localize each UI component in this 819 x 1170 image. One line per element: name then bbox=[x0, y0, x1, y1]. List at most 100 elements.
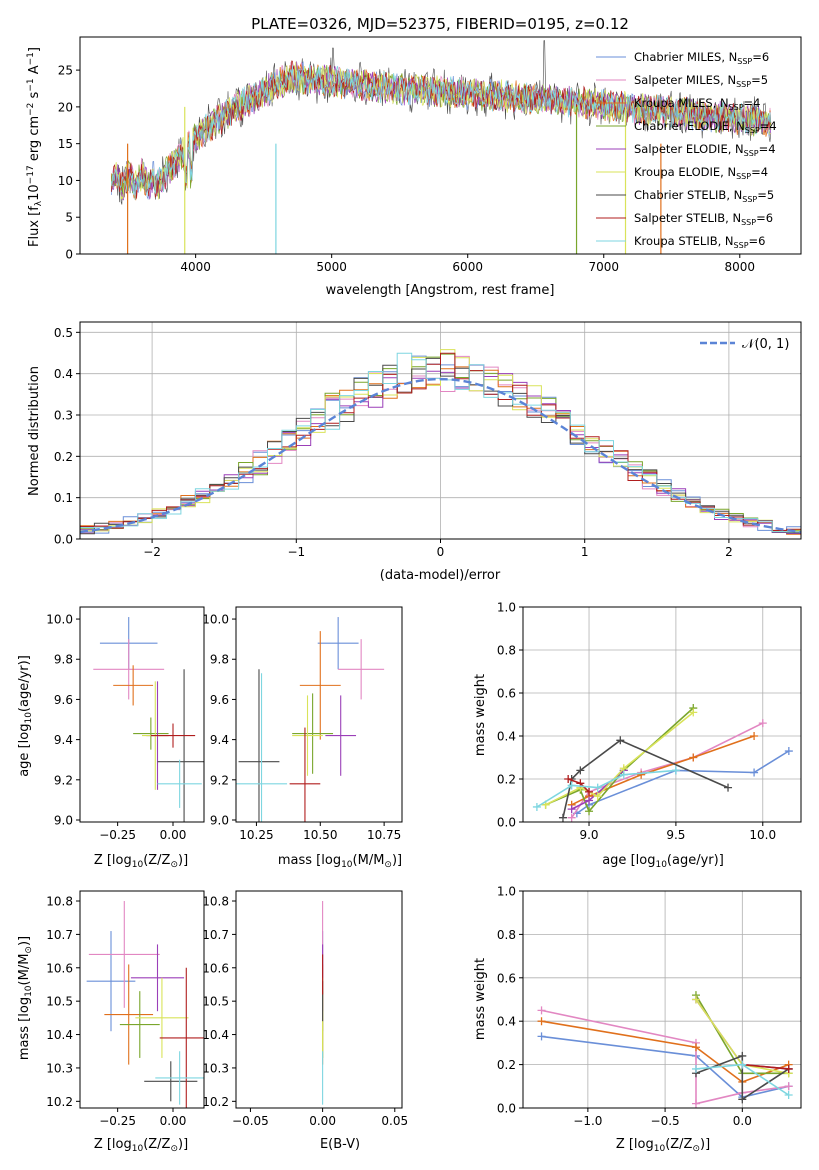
residuals-marks bbox=[80, 349, 801, 538]
ageM-point-0 bbox=[317, 617, 359, 670]
mwAge-marker-1-4 bbox=[758, 719, 767, 728]
spectrum-legend-label-4: Salpeter ELODIE, NSSP=4 bbox=[634, 142, 776, 158]
mwZ-ytick-3: 0.6 bbox=[497, 971, 516, 985]
ageM-point-1 bbox=[338, 639, 385, 700]
mwAge-marker-4-1 bbox=[585, 796, 594, 805]
mwZ-series-7 bbox=[742, 1063, 789, 1070]
ageZ-ytick-5: 10.0 bbox=[46, 613, 73, 627]
residuals-normal-curve bbox=[80, 377, 801, 534]
spectrum-xtick-0: 4000 bbox=[180, 260, 211, 274]
ageM-ytick-3: 9.6 bbox=[210, 693, 229, 707]
spectrum-legend-label-7: Salpeter STELIB, NSSP=6 bbox=[634, 211, 773, 227]
mZ-point-6 bbox=[144, 1061, 198, 1102]
ageZ-xtick-1: 0.00 bbox=[160, 828, 187, 842]
ageM-ytick-2: 9.4 bbox=[210, 733, 229, 747]
spectrum-xtick-2: 6000 bbox=[452, 260, 483, 274]
mwZ-marker-8-1 bbox=[738, 1060, 747, 1069]
mwZ-marker-8-0 bbox=[691, 1064, 700, 1073]
residuals-ytick-3: 0.3 bbox=[54, 409, 73, 423]
residuals-ytick-0: 0.0 bbox=[54, 533, 73, 547]
mZ-marks bbox=[86, 901, 204, 1108]
spectrum-legend: Chabrier MILES, NSSP=6 Salpeter MILES, NS… bbox=[596, 50, 777, 250]
mwAge-marker-5-2 bbox=[593, 792, 602, 801]
ageZ-point-3 bbox=[133, 717, 169, 750]
mwAge-marker-6-4 bbox=[724, 783, 733, 792]
residuals-ytick-1: 0.1 bbox=[54, 491, 73, 505]
mass-vs-Z-panel: −0.25 0.00 10.2 10.3 10.4 10.5 10.6 10.7 10.8 Z … bbox=[17, 890, 205, 1154]
mZ-xtick-1: 0.00 bbox=[160, 1114, 187, 1128]
mwZ-marker-0-0 bbox=[537, 1032, 546, 1041]
mwAge-ytick-1: 0.2 bbox=[497, 773, 516, 787]
mE-xtick-2: 0.05 bbox=[381, 1114, 408, 1128]
ageZ-ytick-1: 9.2 bbox=[54, 773, 73, 787]
spectrum-ylabel-d: s bbox=[27, 91, 42, 102]
spectrum-ylabel-e2: −2 bbox=[26, 103, 36, 116]
ageZ-ytick-3: 9.6 bbox=[54, 693, 73, 707]
mwZ-marker-8-2 bbox=[784, 1090, 793, 1099]
mass-vs-EBV-panel: −0.05 0.00 0.05 10.2 10.3 10.4 10.5 10.6 10.7 10.… bbox=[202, 890, 408, 1152]
ageZ-ylabel: age [log10(age/yr)] bbox=[17, 655, 34, 777]
ageZ-ytick-0: 9.0 bbox=[54, 813, 73, 827]
spectrum-ytick-3: 15 bbox=[58, 137, 73, 151]
mwZ-marker-1-2 bbox=[691, 1099, 700, 1108]
mZ-ylabel: mass [log10(M/M⊙)] bbox=[17, 936, 34, 1060]
mwZ-series-0 bbox=[541, 1035, 789, 1099]
mwZ-xtick-2: 0.0 bbox=[733, 1114, 752, 1128]
spectrum-ylabel-c: erg cm bbox=[27, 116, 42, 165]
mwAge-marker-2-4 bbox=[750, 732, 759, 740]
ageM-xlabel: mass [log10(M/M⊙)] bbox=[278, 853, 402, 870]
mwAge-marker-4-0 bbox=[567, 805, 576, 814]
residuals-xtick-0: −2 bbox=[143, 545, 161, 559]
mwAge-ylabel: mass weight bbox=[473, 674, 488, 756]
spectrum-xlabel: wavelength [Angstrom, rest frame] bbox=[326, 283, 555, 298]
mZ-frame bbox=[79, 890, 205, 1109]
mwZ-ytick-5: 1.0 bbox=[497, 885, 516, 899]
mZ-point-1 bbox=[88, 901, 160, 1008]
residuals-ylabel: Normed distribution bbox=[27, 366, 42, 496]
mwAge-marker-0-3 bbox=[750, 768, 759, 777]
ageM-point-3 bbox=[292, 693, 334, 774]
residuals-legend-label: 𝒩(0, 1) bbox=[742, 337, 789, 352]
mwZ-marker-2-1 bbox=[691, 1043, 700, 1052]
mwAge-marker-1-0 bbox=[567, 813, 576, 822]
residuals-xtick-1: −1 bbox=[287, 545, 305, 559]
mwZ-frame bbox=[522, 890, 802, 1109]
spectrum-series-7 bbox=[110, 60, 772, 199]
spectrum-ytick-5: 25 bbox=[58, 64, 73, 78]
residuals-ytick-5: 0.5 bbox=[54, 326, 73, 340]
mwAge-marker-8-2 bbox=[593, 783, 602, 792]
mwZ-ytick-2: 0.4 bbox=[497, 1015, 516, 1029]
spectrum-marks bbox=[110, 40, 772, 254]
mwAge-xtick-2: 10.0 bbox=[749, 828, 776, 842]
mwZ-ytick-4: 0.8 bbox=[497, 928, 516, 942]
ageM-ytick-4: 9.8 bbox=[210, 653, 229, 667]
age-vs-Z-panel: −0.25 0.00 9.0 9.2 9.4 9.6 9.8 10.0 Z [log10(Z/… bbox=[17, 606, 205, 870]
mwZ-xlabel: Z [log10(Z/Z⊙)] bbox=[616, 1137, 710, 1154]
ageZ-point-1 bbox=[93, 639, 165, 700]
spectrum-ylabel-e1b: −1 bbox=[26, 52, 36, 65]
spectrum-legend-label-6: Chabrier STELIB, NSSP=5 bbox=[634, 188, 774, 204]
ageM-point-4 bbox=[325, 695, 357, 776]
mwZ-marker-1-4 bbox=[784, 1082, 793, 1091]
spectrum-panel: PLATE=0326, MJD=52375, FIBERID=0195, z=0… bbox=[26, 15, 802, 298]
mwZ-series-6 bbox=[695, 1054, 790, 1101]
spectrum-xtick-3: 7000 bbox=[588, 260, 619, 274]
ageZ-marks bbox=[93, 617, 204, 822]
residuals-ytick-4: 0.4 bbox=[54, 367, 73, 381]
mE-ytick-6: 10.8 bbox=[202, 895, 229, 909]
mwAge-marker-3-2 bbox=[585, 807, 594, 816]
spectrum-ylabel-exp: −17 bbox=[26, 165, 36, 184]
residuals-panel: −2 −1 0 1 2 0.0 0.1 0.2 0.3 0.4 0.5 𝒩(0, 1) (data-m… bbox=[27, 321, 802, 583]
residuals-xtick-4: 2 bbox=[725, 545, 733, 559]
mwZ-marker-5-0 bbox=[691, 995, 700, 1004]
mE-xtick-1: 0.00 bbox=[309, 1114, 336, 1128]
mwAge-marker-0-4 bbox=[784, 747, 793, 756]
mwAge-xlabel: age [log10(age/yr)] bbox=[602, 853, 724, 870]
mwAge-xtick-1: 9.5 bbox=[666, 828, 685, 842]
spectrum-legend-label-2: Kroupa MILES, NSSP=4 bbox=[634, 96, 760, 112]
mZ-ytick-4: 10.6 bbox=[46, 961, 73, 975]
mZ-point-5 bbox=[135, 977, 189, 1058]
mwZ-ytick-1: 0.2 bbox=[497, 1058, 516, 1072]
ageZ-point-2 bbox=[113, 665, 154, 706]
